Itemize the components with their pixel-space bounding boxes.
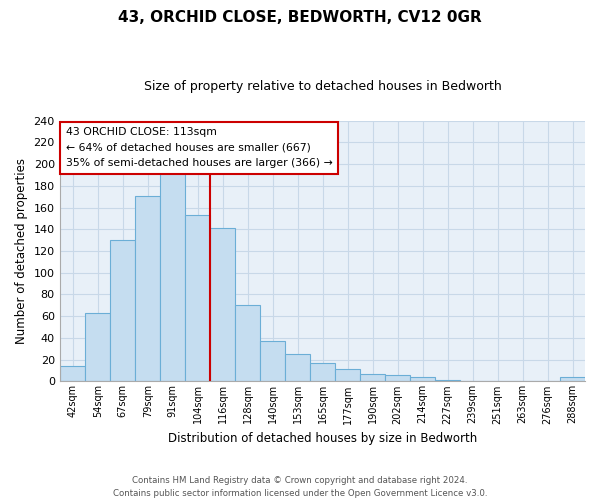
Bar [385, 375, 410, 382]
Text: Contains HM Land Registry data © Crown copyright and database right 2024.
Contai: Contains HM Land Registry data © Crown c… [113, 476, 487, 498]
Bar [260, 341, 285, 382]
Bar [560, 377, 585, 382]
Bar [360, 374, 385, 382]
Bar [136, 196, 160, 382]
Bar [410, 377, 435, 382]
Bar [85, 313, 110, 382]
Title: Size of property relative to detached houses in Bedworth: Size of property relative to detached ho… [144, 80, 502, 93]
Y-axis label: Number of detached properties: Number of detached properties [15, 158, 28, 344]
Bar [235, 306, 260, 382]
Bar [310, 363, 335, 382]
Bar [285, 354, 310, 382]
Bar [160, 164, 185, 382]
X-axis label: Distribution of detached houses by size in Bedworth: Distribution of detached houses by size … [168, 432, 478, 445]
Text: 43 ORCHID CLOSE: 113sqm
← 64% of detached houses are smaller (667)
35% of semi-d: 43 ORCHID CLOSE: 113sqm ← 64% of detache… [65, 127, 332, 168]
Bar [61, 366, 85, 382]
Bar [435, 380, 460, 382]
Bar [210, 228, 235, 382]
Text: 43, ORCHID CLOSE, BEDWORTH, CV12 0GR: 43, ORCHID CLOSE, BEDWORTH, CV12 0GR [118, 10, 482, 25]
Bar [185, 215, 210, 382]
Bar [110, 240, 136, 382]
Bar [335, 370, 360, 382]
